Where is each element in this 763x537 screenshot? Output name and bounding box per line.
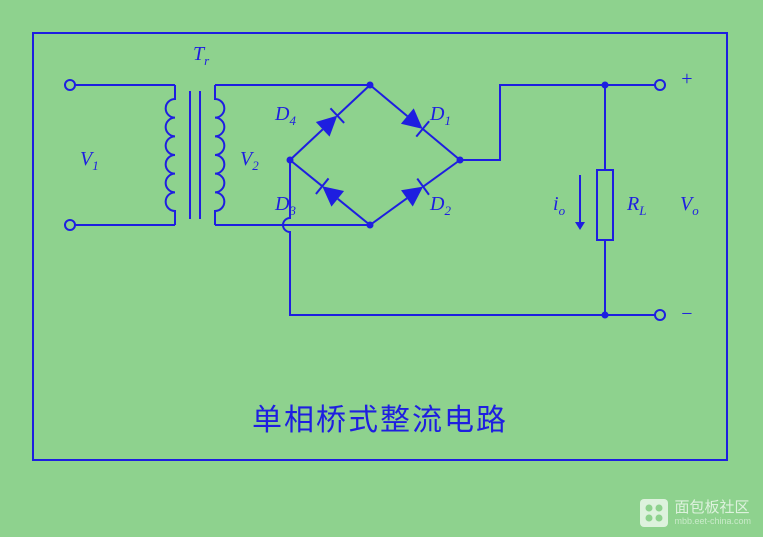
canvas-background [0,0,763,537]
output-terminal-bottom [655,310,665,320]
input-terminal-top [65,80,75,90]
bridge-node-bottom [367,222,374,229]
watermark-text-1: 面包板社区 [674,500,751,515]
diagram-title: 单相桥式整流电路 [252,404,508,437]
watermark-logo-icon [640,499,668,527]
watermark: 面包板社区 mbb.eet-china.com [640,499,751,527]
label-minus: − [680,303,694,325]
output-terminal-top [655,80,665,90]
watermark-text-2: mbb.eet-china.com [674,517,751,526]
input-terminal-bottom [65,220,75,230]
label-plus: + [680,68,694,90]
load-node-top [602,82,609,89]
bridge-node-top [367,82,374,89]
load-node-bottom [602,312,609,319]
